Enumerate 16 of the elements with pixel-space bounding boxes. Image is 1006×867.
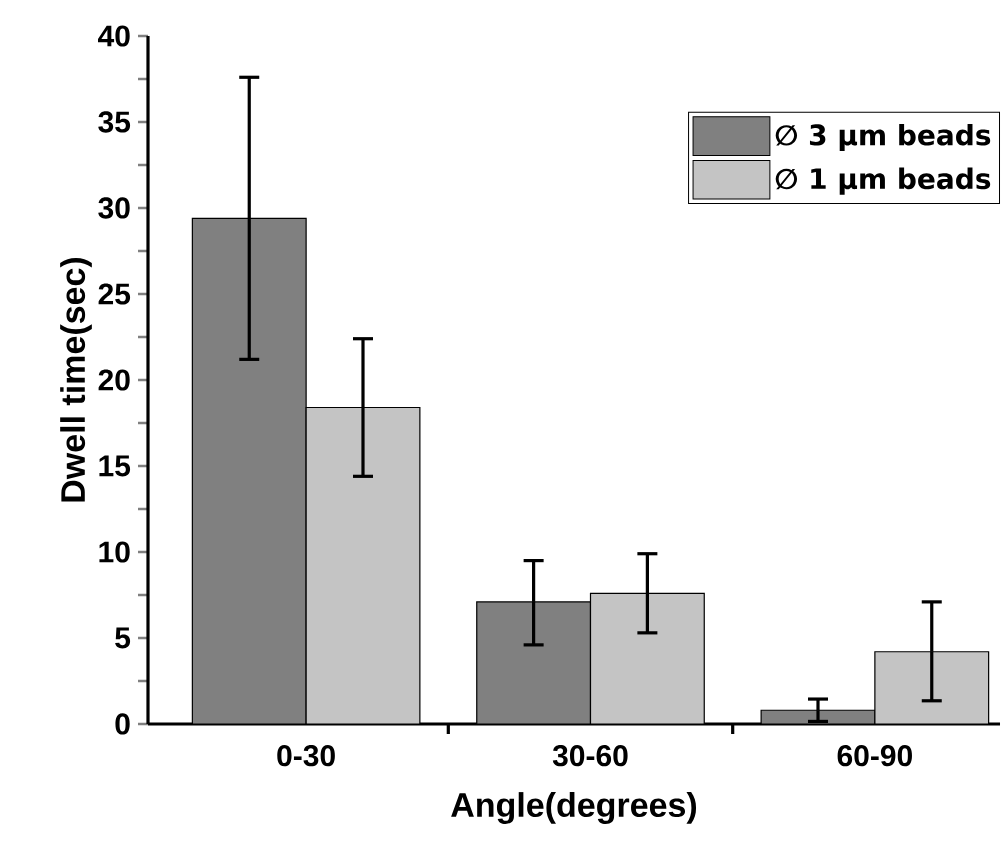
y-tick-label: 10 bbox=[99, 541, 130, 563]
x-tick-label: 30-60 bbox=[552, 745, 628, 767]
y-tick-label: 0 bbox=[115, 713, 130, 735]
y-tick-label: 20 bbox=[98, 369, 130, 391]
y-tick-label: 5 bbox=[115, 627, 131, 649]
y-tick-label: 30 bbox=[98, 197, 130, 219]
x-tick-label: 60-90 bbox=[837, 745, 912, 767]
y-tick-label: 40 bbox=[98, 25, 130, 47]
x-tick-label: 0-30 bbox=[277, 745, 335, 767]
y-tick-label: 35 bbox=[98, 111, 131, 133]
y-tick-label: 15 bbox=[99, 455, 131, 477]
legend-label: ∅ 3 μm beads bbox=[775, 123, 991, 152]
y-axis-title: Dwell time(sec) bbox=[60, 257, 92, 502]
x-axis-title: Angle(degrees) bbox=[451, 792, 697, 824]
y-tick-label: 25 bbox=[98, 283, 131, 305]
legend-label: ∅ 1 μm beads bbox=[775, 167, 991, 195]
